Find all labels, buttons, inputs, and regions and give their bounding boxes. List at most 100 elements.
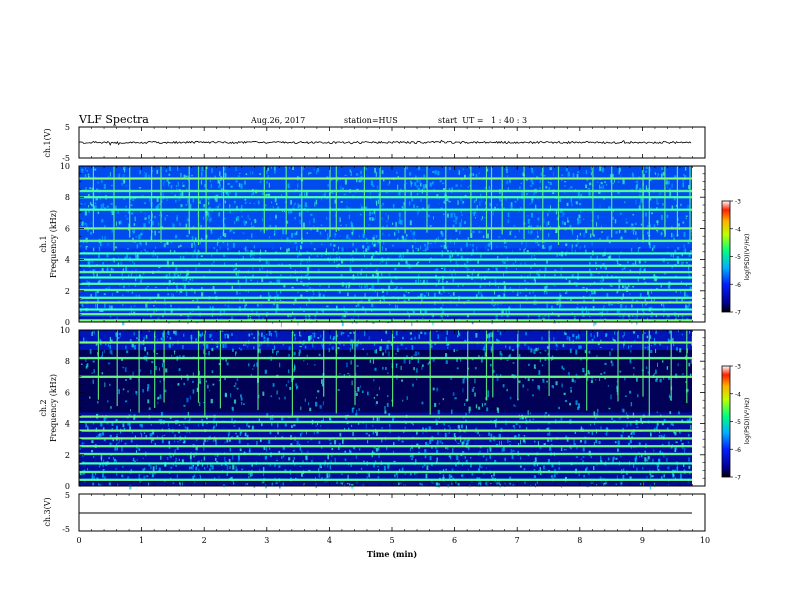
spectrogram-speckle <box>646 475 648 479</box>
spectrogram-speckle <box>458 318 460 320</box>
spectrogram-speckle <box>174 434 176 438</box>
spectrogram-speckle <box>509 231 512 236</box>
spectrogram-speckle <box>461 248 463 252</box>
spectrogram-speckle <box>477 258 479 264</box>
spectrogram-speckle <box>132 371 134 377</box>
spectrogram-speckle <box>118 333 121 335</box>
spectrogram-speckle <box>343 344 345 346</box>
spectrogram-speckle <box>610 285 613 287</box>
spectrogram-speckle <box>322 344 323 349</box>
spectrogram-speckle <box>663 434 665 437</box>
spectrogram-speckle <box>447 214 449 218</box>
spectrogram-speckle <box>432 320 434 326</box>
spectrogram-speckle <box>347 474 349 480</box>
spectrogram-speckle <box>442 280 444 283</box>
spectrogram-speckle <box>411 198 414 202</box>
spectrogram-speckle <box>266 413 269 417</box>
spectrogram-speckle <box>515 405 517 407</box>
spectrogram-speckle <box>279 362 281 368</box>
spectrogram-speckle <box>638 260 641 264</box>
spectrogram-speckle <box>313 332 316 338</box>
spectrogram-speckle <box>689 331 691 334</box>
spectrogram-speckle <box>118 256 120 261</box>
ch1-spectrogram-heatmap <box>79 166 705 327</box>
spectrogram-speckle <box>176 474 178 478</box>
spectrogram-speckle <box>388 413 391 416</box>
spectrogram-speckle <box>348 214 350 219</box>
spectrogram-speckle <box>597 181 599 183</box>
spectrogram-speckle <box>215 206 218 208</box>
spectrogram-speckle <box>194 244 196 250</box>
spectrogram-speckle <box>451 409 453 415</box>
spectrogram-speckle <box>424 243 426 247</box>
spectrogram-band <box>79 185 705 190</box>
spectrogram-speckle <box>98 253 100 258</box>
spectrogram-speckle <box>621 268 624 271</box>
spectrogram-speckle <box>150 424 152 426</box>
spectrogram-speckle <box>150 465 152 470</box>
spectrogram-speckle <box>611 362 614 367</box>
spectrogram-speckle <box>398 212 401 217</box>
spectrogram-speckle <box>456 350 458 351</box>
ytick-label: 8 <box>65 357 70 366</box>
spectrogram-speckle <box>592 273 594 276</box>
spectrogram-speckle <box>437 334 439 339</box>
spectrogram-speckle <box>288 346 291 351</box>
spectrogram-speckle <box>128 422 131 427</box>
spectrogram-speckle <box>167 336 168 338</box>
spectrogram-speckle <box>590 424 592 426</box>
spectrogram-speckle <box>475 404 478 409</box>
spectrogram-speckle <box>117 209 119 214</box>
spectrogram-speckle <box>494 206 496 209</box>
spectrogram-speckle <box>372 430 375 435</box>
spectrogram-speckle <box>636 426 639 428</box>
spectrogram-speckle <box>515 435 517 437</box>
spectrogram-speckle <box>293 334 296 337</box>
spectrogram-impulse <box>426 166 428 233</box>
spectrogram-speckle <box>194 237 197 242</box>
spectrogram-speckle <box>222 343 225 348</box>
spectrogram-speckle <box>506 388 508 392</box>
spectrogram-speckle <box>236 290 238 295</box>
spectrogram-speckle <box>401 467 404 470</box>
spectrogram-speckle <box>456 304 458 306</box>
spectrogram-speckle <box>635 199 637 205</box>
spectrogram-speckle <box>91 475 94 481</box>
spectrogram-band <box>79 205 705 210</box>
spectrogram-speckle <box>397 176 399 178</box>
spectrogram-speckle <box>587 187 591 190</box>
spectrogram-speckle <box>562 220 564 225</box>
spectrogram-speckle <box>102 473 104 478</box>
spectrogram-speckle <box>145 435 147 439</box>
spectrogram-speckle <box>630 247 633 252</box>
spectrogram-speckle <box>668 330 671 334</box>
spectrogram-speckle <box>321 194 324 196</box>
spectrogram-speckle <box>263 340 266 343</box>
spectrogram-speckle <box>681 261 683 265</box>
spectrogram-impulse <box>548 330 550 397</box>
spectrogram-speckle <box>405 290 407 293</box>
spectrogram-speckle <box>88 259 91 265</box>
spectrogram-speckle <box>416 206 419 208</box>
spectrogram-speckle <box>533 278 535 281</box>
spectrogram-speckle <box>157 397 160 400</box>
spectrogram-speckle <box>479 450 481 454</box>
spectrogram-speckle <box>663 474 665 478</box>
spectrogram-speckle <box>328 283 330 288</box>
spectrogram-speckle <box>143 174 146 178</box>
spectrogram-speckle <box>206 166 208 169</box>
spectrogram-speckle <box>527 410 529 415</box>
spectrogram-speckle <box>619 238 622 241</box>
spectrogram-speckle <box>603 305 605 308</box>
spectrogram-speckle <box>660 434 663 439</box>
spectrogram-speckle <box>400 220 403 225</box>
spectrogram-speckle <box>382 246 383 251</box>
spectrogram-speckle <box>646 231 649 235</box>
spectrogram-speckle <box>524 440 526 444</box>
spectrogram-speckle <box>199 401 201 407</box>
spectrogram-speckle <box>419 179 422 184</box>
spectrogram-speckle <box>429 456 432 461</box>
spectrogram-speckle <box>501 440 502 446</box>
spectrogram-band <box>79 173 705 179</box>
